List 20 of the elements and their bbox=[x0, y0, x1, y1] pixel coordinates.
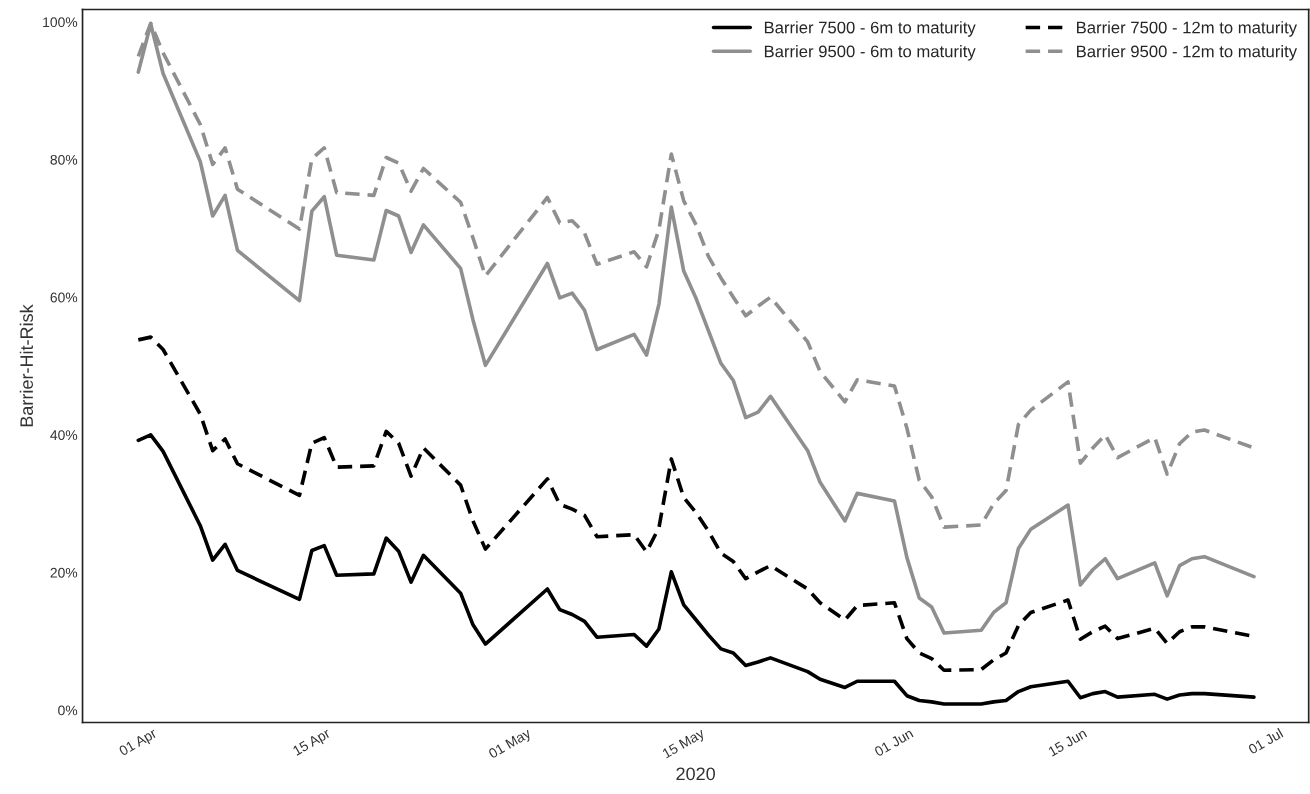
y-tick-label: 60% bbox=[50, 292, 78, 303]
y-tick-label: 40% bbox=[50, 430, 78, 441]
y-tick-label: 100% bbox=[43, 17, 78, 28]
y-tick-label: 0% bbox=[58, 705, 78, 716]
x-tick-label: 01 May bbox=[487, 727, 534, 762]
legend-label: Barrier 9500 - 6m to maturity bbox=[764, 45, 976, 61]
legend-label: Barrier 7500 - 12m to maturity bbox=[1077, 21, 1298, 37]
line-series bbox=[136, 433, 1256, 706]
y-axis-title: Barrier-Hit-Risk bbox=[19, 304, 34, 427]
x-tick-label: 15 Apr bbox=[292, 727, 333, 759]
y-tick-label: 20% bbox=[50, 567, 78, 578]
legend-label: Barrier 7500 - 6m to maturity bbox=[764, 21, 976, 37]
x-tick-label: 15 Jun bbox=[1047, 728, 1088, 757]
x-tick-label: 01 Jun bbox=[873, 728, 914, 757]
x-tick-label: 01 Apr bbox=[118, 727, 159, 759]
legend-label: Barrier 9500 - 12m to maturity bbox=[1077, 45, 1298, 61]
x-axis-title: 2020 bbox=[676, 767, 715, 781]
x-tick-label: 01 Jul bbox=[1247, 727, 1284, 755]
x-tick-label: 15 May bbox=[661, 727, 707, 761]
y-tick-label: 80% bbox=[50, 154, 78, 165]
